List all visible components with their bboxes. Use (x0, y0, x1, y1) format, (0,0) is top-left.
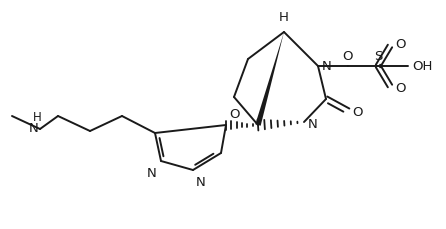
Text: N: N (28, 121, 38, 134)
Text: N: N (147, 166, 157, 179)
Text: O: O (343, 50, 353, 63)
Text: H: H (33, 111, 41, 123)
Text: O: O (229, 108, 240, 120)
Text: N: N (322, 59, 332, 72)
Text: O: O (352, 105, 363, 118)
Text: O: O (395, 38, 405, 51)
Text: N: N (196, 175, 206, 188)
Text: O: O (395, 82, 405, 95)
Text: H: H (279, 11, 289, 24)
Text: OH: OH (412, 60, 432, 73)
Polygon shape (256, 33, 284, 126)
Text: N: N (308, 117, 318, 130)
Text: S: S (374, 50, 382, 63)
